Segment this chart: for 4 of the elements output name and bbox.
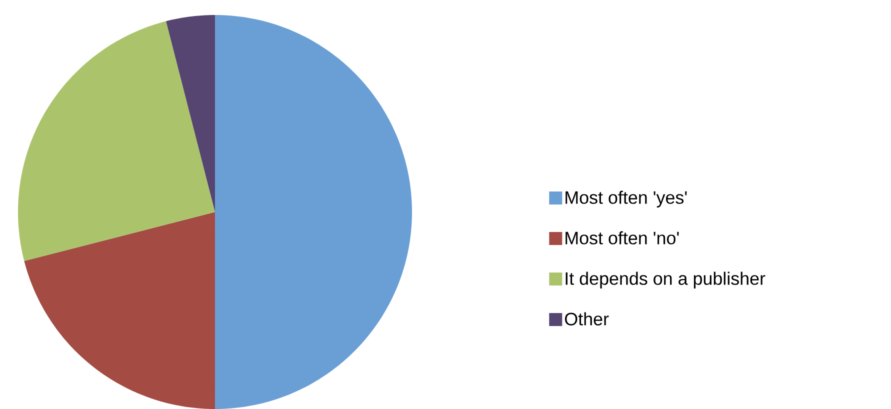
legend-label: Most often 'no' [566, 231, 679, 244]
legend-label: Other [564, 312, 609, 326]
legend-label: Most often 'yes' [566, 190, 687, 208]
legend-label: It depends on a publisher [566, 272, 766, 288]
